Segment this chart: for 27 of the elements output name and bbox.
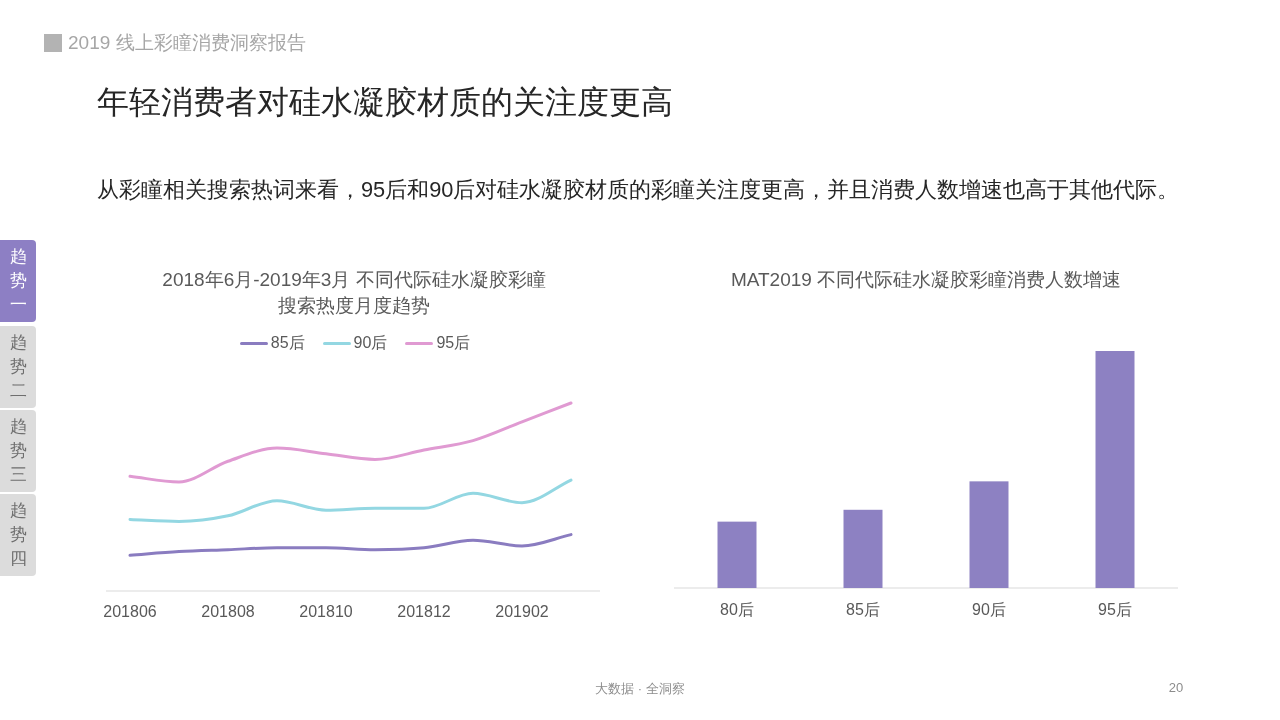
x-tick-label: 85后 xyxy=(846,600,880,618)
x-tick-label: 201806 xyxy=(103,602,157,620)
text: 20 xyxy=(1167,679,1185,697)
text: 趋势四 xyxy=(9,500,27,570)
chart-title: MAT2019 不同代际硅水凝胶彩瞳消费人数增速 xyxy=(729,268,1123,292)
bar xyxy=(843,509,883,588)
text: 2019 线上彩瞳消费洞察报告 xyxy=(68,32,306,54)
legend-label: 85后 xyxy=(270,333,305,353)
x-tick-label: 201812 xyxy=(397,602,451,620)
text: 从彩瞳相关搜索热词来看，95后和90后对硅水凝胶材质的彩瞳关注度更高，并且消费人数增速也高于其他代际。 xyxy=(97,176,1180,204)
bar xyxy=(969,481,1009,588)
text: 趋势二 xyxy=(9,332,27,402)
x-tick-label: 95后 xyxy=(1098,600,1132,618)
legend-label: 95后 xyxy=(436,333,471,353)
x-tick-label: 201810 xyxy=(299,602,353,620)
text: 大数据 · 全洞察 xyxy=(594,680,686,698)
x-tick-label: 80后 xyxy=(720,600,754,618)
x-tick-label: 201808 xyxy=(201,602,255,620)
text: 趋势三 xyxy=(9,416,27,486)
x-tick-label: 201902 xyxy=(495,602,549,620)
text: 年轻消费者对硅水凝胶材质的关注度更高 xyxy=(97,83,673,121)
bar xyxy=(717,521,757,588)
x-tick-label: 90后 xyxy=(972,600,1006,618)
text: 趋势一 xyxy=(9,246,27,316)
chart-title: 2018年6月-2019年3月 不同代际硅水凝胶彩瞳搜索热度月度趋势 xyxy=(161,268,547,318)
legend-label: 90后 xyxy=(353,333,388,353)
bar xyxy=(1095,351,1135,588)
